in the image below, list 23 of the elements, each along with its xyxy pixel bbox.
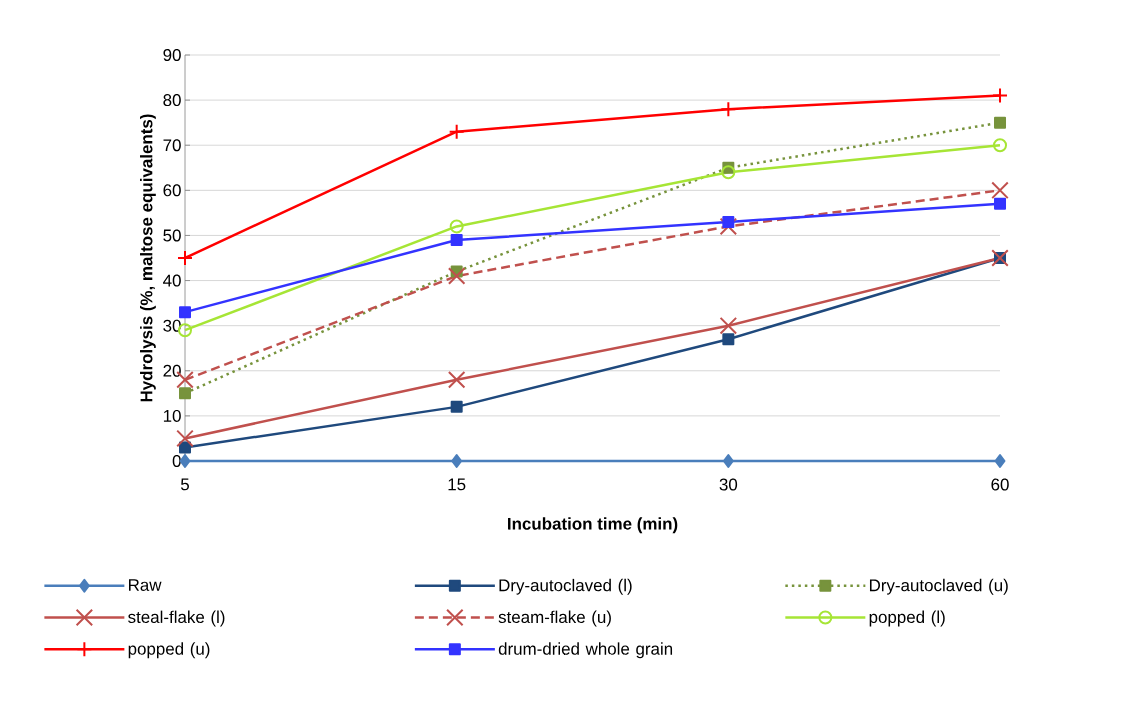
- y-tick-label: 80: [163, 94, 181, 107]
- legend-label: popped (l): [869, 610, 945, 627]
- y-tick-label: 40: [163, 274, 181, 287]
- legend-label: Dry-autoclaved (l): [499, 578, 632, 595]
- legend-label: steam-flake (u): [498, 610, 611, 627]
- x-axis-title: Incubation time (min): [508, 517, 678, 534]
- x-tick-label: 30: [719, 478, 738, 491]
- x-tick-label: 60: [991, 478, 1009, 491]
- legend-label: popped (u): [128, 642, 210, 659]
- legend-label: Raw: [129, 579, 162, 591]
- y-tick-label: 50: [163, 229, 181, 242]
- legend-label: steal-flake (l): [128, 610, 225, 627]
- legend-label: drum-dried whole grain: [498, 642, 673, 659]
- legend-label: Dry-autoclaved (u): [869, 578, 1008, 595]
- y-tick-label: 70: [163, 139, 181, 152]
- x-tick-label: 15: [448, 478, 466, 491]
- y-tick-label: 10: [163, 409, 181, 422]
- y-tick-label: 90: [163, 49, 181, 62]
- y-tick-label: 20: [163, 364, 181, 377]
- x-tick-label: 5: [180, 478, 189, 491]
- y-tick-label: 60: [163, 184, 181, 197]
- y-axis-title: Hydrolysis (%, maltose equivalents): [140, 114, 156, 402]
- y-tick-label: 0: [172, 455, 181, 467]
